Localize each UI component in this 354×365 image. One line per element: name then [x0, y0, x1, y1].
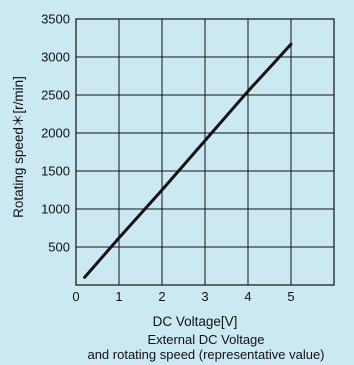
x-tick-label: 0: [72, 289, 79, 304]
y-tick-label: 1500: [41, 164, 70, 179]
grid: [76, 19, 334, 285]
y-tick-label: 3000: [41, 50, 70, 65]
y-tick-label: 1000: [41, 202, 70, 217]
x-tick-label: 2: [158, 289, 165, 304]
caption-line-2: and rotating speed (representative value…: [87, 347, 324, 362]
plot-frame: [75, 18, 335, 286]
x-tick-label: 4: [244, 289, 251, 304]
y-axis-title: Rotating speed＊[r/min]: [11, 76, 26, 218]
x-tick-label: 3: [201, 289, 208, 304]
y-tick-label: 2500: [41, 88, 70, 103]
x-tick-label: 1: [115, 289, 122, 304]
x-tick-label: 5: [287, 289, 294, 304]
x-tick-labels: 0 1 2 3 4 5: [72, 289, 294, 304]
y-tick-label: 500: [48, 240, 70, 255]
y-tick-label: 3500: [41, 12, 70, 27]
y-tick-label: 2000: [41, 126, 70, 141]
series-layer: [83, 42, 293, 279]
y-tick-labels: 500 1000 1500 2000 2500 3000 3500: [41, 12, 70, 255]
caption-line-1: External DC Voltage: [147, 332, 264, 347]
x-axis-title: DC Voltage[V]: [153, 314, 238, 329]
series-line-0: [83, 42, 293, 279]
